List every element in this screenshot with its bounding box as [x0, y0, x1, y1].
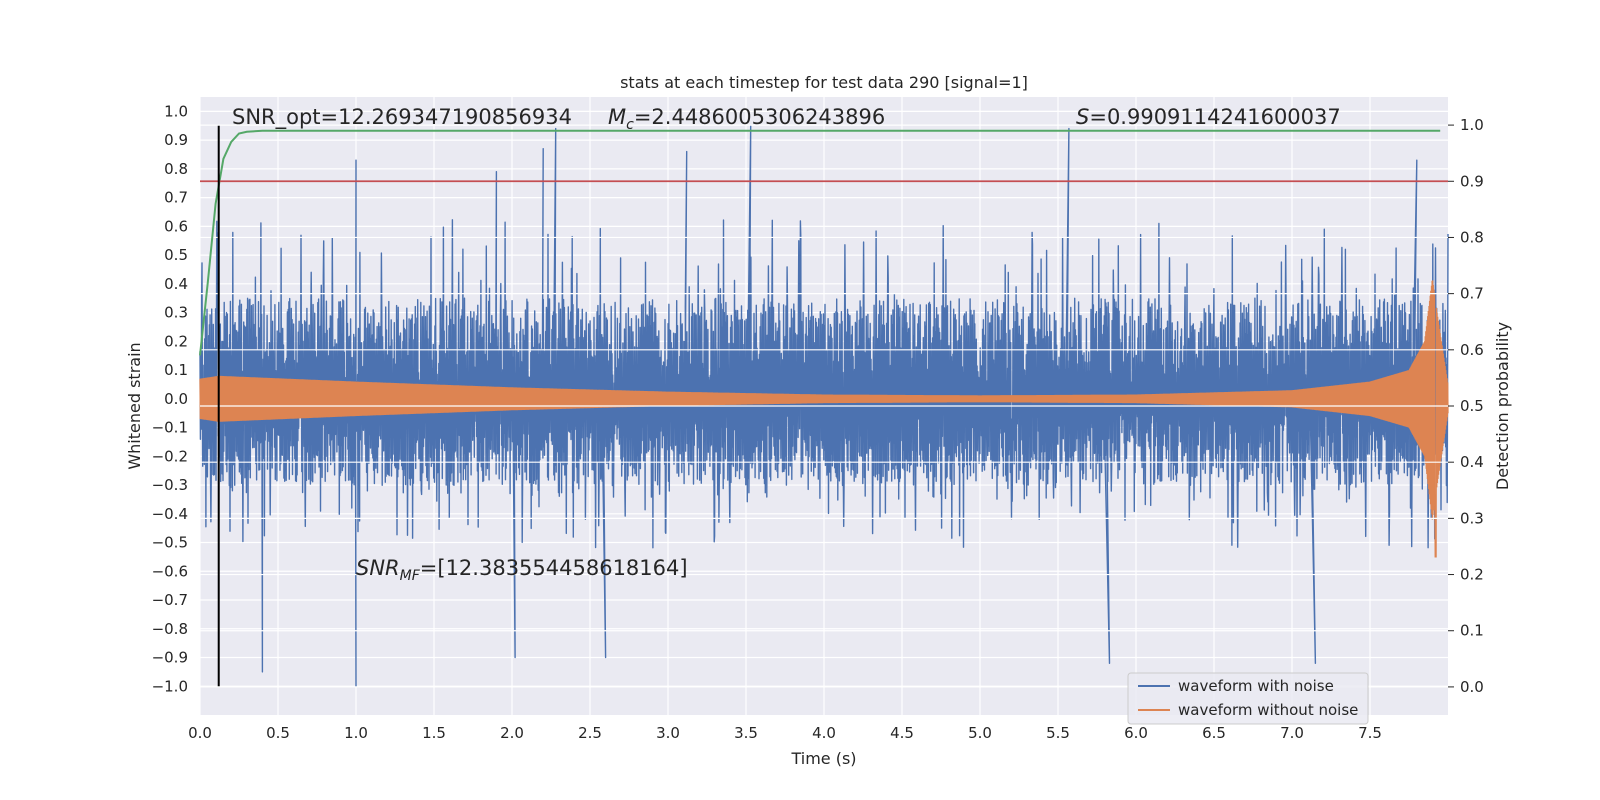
right-grid	[200, 124, 1448, 688]
x-tick-label: 1.0	[344, 724, 368, 742]
noise-line	[199, 125, 1449, 687]
y-tick-label-right: 0.3	[1460, 509, 1484, 527]
x-tick-label: 0.5	[266, 724, 290, 742]
y-tick-label-right: 0.1	[1460, 622, 1484, 640]
legend-label-waveform-without-noise: waveform without noise	[1178, 701, 1358, 719]
y-tick-label-right: 0.2	[1460, 566, 1484, 584]
y-ticks-left: 1.0 0.9 0.8 0.7 0.6 0.5 0.4 0.3 0.2 0.1 0.0 −0.1 −0.…	[152, 102, 188, 695]
y-axis-label-left: Whitened strain	[125, 342, 144, 469]
y-tick-label-right: 1.0	[1460, 116, 1484, 134]
x-tick-label: 2.5	[578, 724, 602, 742]
probability-line	[199, 129, 1441, 356]
reference-lines	[200, 125, 1448, 687]
annotation-s: S=0.9909114241600037	[1076, 105, 1341, 129]
y-ticks-right: 1.0 0.9 0.8 0.7 0.6 0.5 0.4 0.3 0.2 0.1 0.0	[1448, 116, 1484, 696]
series-waveform-with-noise	[199, 125, 1449, 687]
y-tick-label-right: 0.0	[1460, 678, 1484, 696]
y-tick-label-left: −0.8	[152, 620, 188, 638]
x-tick-label: 3.5	[734, 724, 758, 742]
y-tick-label-right: 0.6	[1460, 341, 1484, 359]
y-tick-label-left: 0.1	[164, 361, 188, 379]
y-tick-label-left: 0.7	[164, 189, 188, 207]
x-tick-label: 7.5	[1358, 724, 1382, 742]
x-tick-label: 5.0	[968, 724, 992, 742]
y-tick-label-left: 0.6	[164, 217, 188, 235]
y-tick-label-left: −0.7	[152, 591, 188, 609]
y-tick-label-left: 0.3	[164, 304, 188, 322]
x-axis-label: Time (s)	[790, 749, 856, 768]
x-tick-label: 6.5	[1202, 724, 1226, 742]
x-tick-label: 5.5	[1046, 724, 1070, 742]
y-tick-label-left: −0.4	[152, 505, 188, 523]
chirp-line	[199, 280, 1449, 558]
annotation-chirp-mass-symbol: M	[608, 105, 626, 129]
annotation-chirp-mass: Mc=2.4486005306243896	[608, 105, 885, 133]
y-tick-label-right: 0.7	[1460, 285, 1484, 303]
x-tick-label: 4.0	[812, 724, 836, 742]
y-tick-label-right: 0.9	[1460, 172, 1484, 190]
annotation-chirp-mass-subscript: c	[626, 117, 634, 133]
y-tick-label-left: −0.9	[152, 649, 188, 667]
y-tick-label-left: −0.6	[152, 562, 188, 580]
y-tick-label-left: 0.2	[164, 332, 188, 350]
series-waveform-without-noise	[199, 280, 1449, 558]
y-tick-label-left: −0.1	[152, 419, 188, 437]
annotation-snr-mf-subscript: MF	[400, 568, 421, 584]
legend: waveform with noise waveform without noi…	[1127, 672, 1369, 725]
y-tick-label-left: 0.5	[164, 246, 188, 264]
x-tick-label: 4.5	[890, 724, 914, 742]
x-tick-label: 3.0	[656, 724, 680, 742]
annotation-s-symbol: S	[1076, 105, 1089, 129]
y-tick-label-left: −0.2	[152, 447, 188, 465]
y-tick-label-right: 0.5	[1460, 397, 1484, 415]
y-tick-label-left: 0.8	[164, 160, 188, 178]
annotation-snr-mf-symbol: SNR	[356, 556, 400, 580]
y-tick-label-left: 0.0	[164, 390, 188, 408]
y-tick-label-left: 0.4	[164, 275, 188, 293]
legend-label-waveform-with-noise: waveform with noise	[1178, 677, 1334, 695]
annotation-chirp-mass-value: =2.4486005306243896	[634, 105, 885, 129]
x-ticks: 0.0 0.5 1.0 1.5 2.0 2.5 3.0 3.5 4.0 4.5 5.0 5.5 6.0 6…	[188, 724, 1382, 742]
annotation-snr-mf-value: =[12.383554458618164]	[420, 556, 688, 580]
y-tick-label-left: −1.0	[152, 677, 188, 695]
annotation-snr-mf: SNRMF=[12.383554458618164]	[356, 556, 688, 584]
annotation-snr-opt: SNR_opt=12.269347190856934	[232, 105, 572, 130]
y-tick-label-left: 0.9	[164, 131, 188, 149]
x-tick-label: 0.0	[188, 724, 212, 742]
legend-box	[1127, 672, 1369, 725]
x-tick-label: 6.0	[1124, 724, 1148, 742]
y-tick-label-left: 1.0	[164, 102, 188, 120]
y-tick-label-right: 0.8	[1460, 228, 1484, 246]
series-detection-probability	[199, 129, 1441, 356]
y-tick-label-left: −0.5	[152, 534, 188, 552]
annotation-s-value: =0.9909114241600037	[1089, 105, 1340, 129]
x-tick-label: 7.0	[1280, 724, 1304, 742]
x-tick-label: 2.0	[500, 724, 524, 742]
y-tick-label-left: −0.3	[152, 476, 188, 494]
y-tick-label-right: 0.4	[1460, 453, 1484, 471]
chart-title: stats at each timestep for test data 290…	[620, 73, 1028, 92]
y-axis-label-right: Detection probability	[1493, 322, 1512, 490]
x-tick-label: 1.5	[422, 724, 446, 742]
